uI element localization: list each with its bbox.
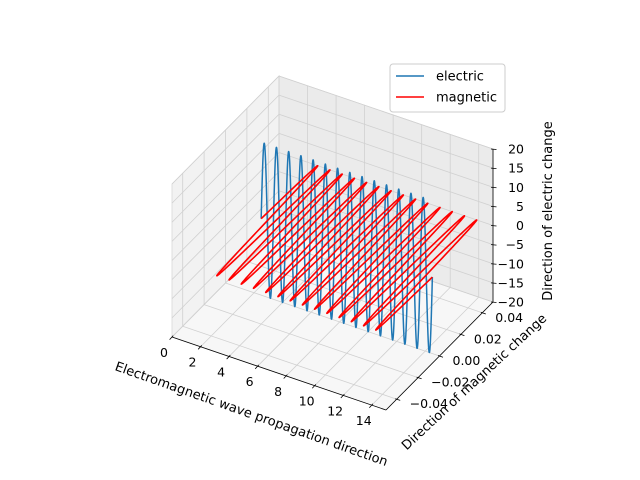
- axis-panes: [171, 75, 494, 411]
- y-tick-label: 0.02: [474, 331, 502, 346]
- z-tick: [490, 225, 497, 227]
- z-tick-label: 15: [508, 161, 524, 176]
- z-tick: [490, 205, 497, 208]
- x-tick-label: 10: [299, 394, 315, 409]
- z-axis-label: Direction of electric change: [541, 121, 556, 300]
- z-tick-label: 0: [516, 218, 524, 233]
- x-tick-label: 4: [217, 364, 225, 379]
- y-tick: [416, 376, 422, 380]
- y-tick: [437, 355, 444, 358]
- z-tick-label: 10: [508, 180, 524, 195]
- legend: electric magnetic: [389, 63, 506, 113]
- z-tick: [490, 167, 497, 170]
- tick-labels: 0 2 4 6 8 10 12 14 −0.04 −0.02 0.00 0.02 0.04−20 −15 −…: [160, 142, 524, 429]
- x-tick: [340, 393, 345, 399]
- z-tick-label: 20: [508, 142, 524, 157]
- x-tick: [311, 384, 317, 389]
- series-lines: [216, 142, 478, 354]
- z-gridline-left: [171, 113, 280, 223]
- z-gridline-left: [171, 171, 280, 280]
- y-tick: [480, 311, 486, 315]
- z-gridline-left: [171, 133, 280, 242]
- z-tick-label: 5: [516, 199, 524, 214]
- x-axis-line: [171, 336, 387, 411]
- z-gridline-back: [278, 132, 494, 207]
- x-tick-label: 14: [356, 413, 372, 428]
- y-gridline-floor: [225, 282, 440, 357]
- y-tick: [459, 333, 465, 336]
- x-tick: [283, 374, 288, 379]
- series-line-magnetic: [216, 164, 478, 331]
- z-tick-label: −10: [498, 256, 524, 271]
- y-tick: [395, 398, 401, 401]
- z-tick-label: −5: [506, 237, 524, 252]
- z-gridline-left: [171, 94, 280, 204]
- z-tick: [490, 263, 497, 265]
- x-tick: [226, 354, 231, 360]
- z-tick: [490, 301, 497, 303]
- legend-label-electric: electric: [436, 70, 484, 85]
- x-tick: [197, 345, 203, 350]
- x-tick: [369, 403, 374, 409]
- z-tick-label: −20: [498, 295, 524, 310]
- z-gridline-left: [171, 75, 280, 185]
- x-tick: [254, 364, 260, 370]
- tick-marks: [169, 148, 497, 409]
- x-tick: [169, 335, 174, 340]
- y-gridline-floor: [203, 304, 419, 378]
- y-tick-label: −0.04: [410, 396, 448, 411]
- x-tick-label: 8: [274, 384, 282, 399]
- x-tick-label: 2: [189, 355, 197, 370]
- z-tick: [490, 282, 497, 284]
- z-gridline-back: [278, 94, 494, 169]
- legend-label-magnetic: magnetic: [436, 91, 497, 106]
- z-gridline-left: [171, 152, 280, 261]
- z-gridline-left: [171, 228, 280, 338]
- z-tick: [490, 148, 497, 150]
- z-tick: [490, 186, 497, 189]
- y-tick-label: 0.00: [453, 353, 481, 368]
- z-tick: [490, 244, 497, 246]
- y-tick-label: 0.04: [495, 310, 523, 325]
- y-tick-label: −0.02: [431, 375, 469, 390]
- x-tick-label: 0: [160, 345, 168, 360]
- z-gridline-back: [278, 113, 494, 188]
- y-gridline-floor: [182, 325, 397, 400]
- z-gridline-back: [278, 75, 494, 150]
- z-tick-label: −15: [498, 275, 524, 290]
- x-tick-label: 12: [327, 403, 343, 418]
- x-tick-label: 6: [246, 374, 254, 389]
